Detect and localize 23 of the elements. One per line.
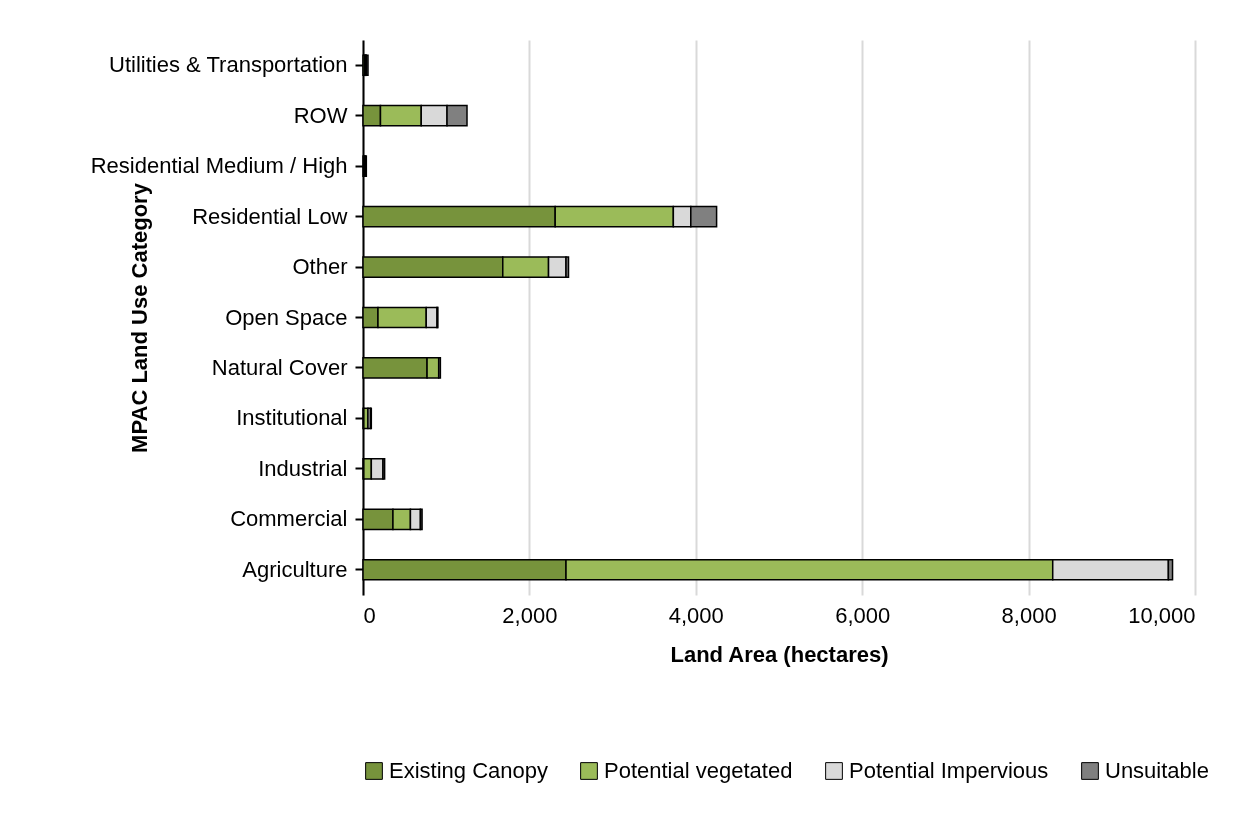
legend-label: Unsuitable	[1105, 758, 1209, 783]
x-axis-title: Land Area (hectares)	[670, 641, 889, 667]
y-tick-label: Institutional	[236, 405, 348, 431]
legend-label: Existing Canopy	[389, 758, 548, 783]
y-tick-label: Open Space	[225, 304, 348, 330]
y-tick-label: Natural Cover	[211, 354, 348, 380]
x-tick-label: 10,000	[1128, 602, 1196, 628]
y-tick-label: ROW	[293, 102, 348, 128]
x-tick-label: 0	[363, 602, 376, 628]
legend-label: Potential Impervious	[849, 758, 1049, 783]
x-tick-label: 2,000	[502, 602, 558, 628]
y-tick-label: Residential Low	[192, 203, 348, 229]
y-tick-label: Industrial	[258, 455, 348, 481]
y-tick-label: Utilities & Transportation	[109, 52, 348, 78]
x-tick-label: 4,000	[668, 602, 724, 628]
y-tick-label: Commercial	[230, 506, 348, 532]
y-tick-label: Residential Medium / High	[90, 153, 348, 179]
x-tick-label: 8,000	[1001, 602, 1057, 628]
x-tick-label: 6,000	[835, 602, 891, 628]
y-axis-title: MPAC Land Use Category	[126, 182, 152, 453]
y-tick-label: Agriculture	[242, 556, 348, 582]
legend-label: Potential vegetated	[604, 758, 793, 783]
y-tick-label: Other	[292, 254, 348, 280]
